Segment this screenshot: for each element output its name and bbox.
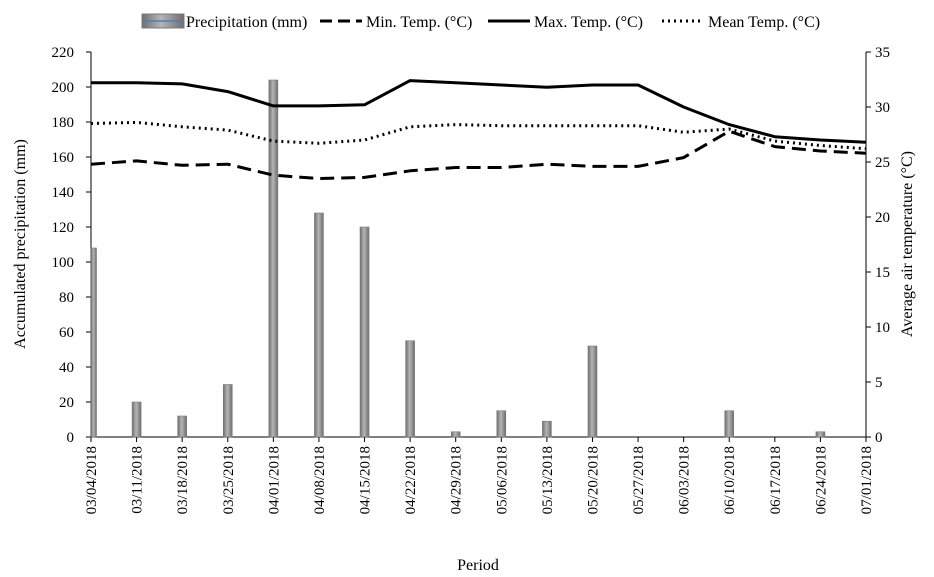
x-tick-label: 06/17/2018 — [768, 446, 784, 514]
x-tick-label: 04/22/2018 — [403, 446, 419, 514]
left-tick-label: 40 — [59, 360, 74, 376]
left-tick-label: 60 — [59, 325, 74, 341]
precipitation-bar — [131, 401, 142, 438]
legend-label-mean: Mean Temp. (°C) — [708, 14, 820, 31]
line-max-temp — [91, 79, 867, 144]
left-tick-label: 80 — [59, 290, 74, 306]
precipitation-bar — [724, 410, 735, 438]
x-tick-label: 05/27/2018 — [631, 446, 647, 514]
legend-label-max: Max. Temp. (°C) — [534, 14, 643, 31]
precipitation-bar — [90, 247, 97, 438]
right-tick-label: 30 — [875, 100, 890, 116]
x-tick-label: 03/04/2018 — [84, 446, 100, 514]
left-tick-label: 20 — [59, 395, 74, 411]
right-tick-label: 15 — [875, 265, 890, 281]
x-tick-label: 06/03/2018 — [677, 446, 693, 514]
y-axis-right-title: Average air temperature (°C) — [899, 151, 916, 337]
right-tick-label: 35 — [875, 45, 890, 61]
x-tick-label: 04/29/2018 — [449, 446, 465, 514]
x-tick-label: 05/13/2018 — [540, 446, 556, 514]
legend-label-min: Min. Temp. (°C) — [366, 14, 472, 31]
x-tick-label: 04/08/2018 — [312, 446, 328, 514]
left-tick-label: 160 — [52, 150, 75, 166]
x-tick-label: 04/01/2018 — [266, 446, 282, 514]
left-tick-label: 140 — [52, 185, 75, 201]
precipitation-bar — [405, 340, 415, 438]
precipitation-bar — [587, 345, 598, 438]
legend: Precipitation (mm) Min. Temp. (°C) Max. … — [141, 13, 820, 31]
precipitation-bar — [222, 384, 233, 438]
right-tick-label: 10 — [875, 320, 890, 336]
precipitation-bar — [496, 410, 507, 438]
left-axis-ticks: 0 20 40 60 80 100 120 140 160 180 200 220 — [52, 45, 91, 446]
x-tick-label: 03/25/2018 — [221, 446, 237, 514]
precipitation-bar — [815, 431, 826, 438]
left-tick-label: 180 — [52, 115, 75, 131]
precipitation-bar — [177, 415, 187, 438]
x-axis-title: Period — [457, 557, 499, 574]
left-tick-label: 0 — [67, 430, 75, 446]
x-tick-label: 07/01/2018 — [859, 446, 875, 514]
x-tick-label: 05/20/2018 — [585, 446, 601, 514]
right-tick-label: 25 — [875, 155, 890, 171]
x-tick-label: 03/18/2018 — [175, 446, 191, 514]
precipitation-bar — [542, 420, 552, 438]
right-tick-label: 5 — [875, 375, 883, 391]
precipitation-bars — [90, 79, 826, 438]
x-axis-ticks: 03/04/2018 03/11/2018 03/18/2018 03/25/2018… — [84, 437, 875, 514]
precipitation-bar — [450, 431, 461, 438]
y-axis-left-title: Accumulated precipitation (mm) — [12, 139, 29, 349]
x-tick-label: 06/10/2018 — [722, 446, 738, 514]
left-tick-label: 200 — [52, 80, 75, 96]
line-mean-temp — [90, 120, 867, 151]
left-tick-label: 120 — [52, 220, 75, 236]
precipitation-bar — [268, 79, 279, 438]
x-tick-label: 06/24/2018 — [813, 446, 829, 514]
precipitation-bar — [314, 212, 324, 438]
x-tick-label: 03/11/2018 — [130, 446, 146, 514]
line-min-temp — [90, 129, 867, 180]
left-tick-label: 220 — [52, 45, 75, 61]
right-axis-ticks: 0 5 10 15 20 25 30 35 — [866, 45, 890, 446]
temperature-lines — [90, 79, 867, 180]
precipitation-bar — [359, 226, 370, 438]
right-tick-label: 20 — [875, 210, 890, 226]
legend-label-precipitation: Precipitation (mm) — [186, 14, 307, 31]
right-tick-label: 0 — [875, 430, 883, 446]
x-tick-label: 04/15/2018 — [358, 446, 374, 514]
left-tick-label: 100 — [52, 255, 75, 271]
x-tick-label: 05/06/2018 — [494, 446, 510, 514]
